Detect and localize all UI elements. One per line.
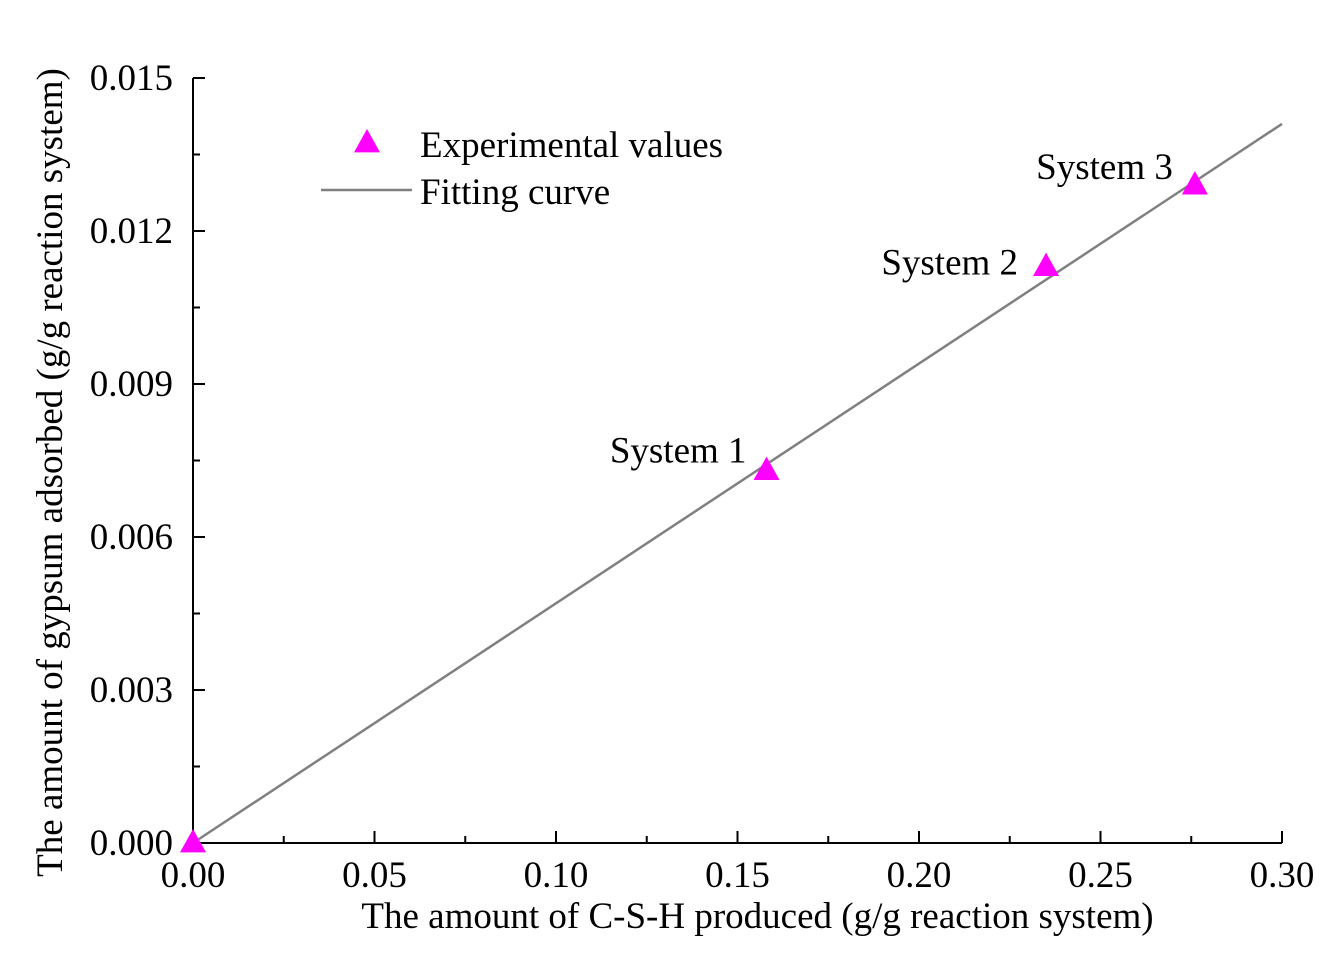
legend-triangle-marker — [354, 128, 380, 153]
fitting-curve-line — [192, 122, 1283, 845]
y-tick-label: 0.006 — [90, 517, 173, 558]
y-axis-ticks: 0.000 0.003 0.006 0.009 0.012 0.015 — [90, 58, 205, 864]
x-tick-label: 0.25 — [1068, 855, 1133, 896]
data-point-label: System 1 — [610, 431, 747, 472]
y-tick-label: 0.015 — [90, 58, 173, 99]
data-point-triangle — [180, 828, 206, 853]
y-tick-label: 0.009 — [90, 364, 173, 405]
x-tick-label: 0.30 — [1250, 855, 1315, 896]
y-tick-label: 0.012 — [90, 211, 173, 252]
x-tick-label: 0.20 — [887, 855, 952, 896]
x-axis-ticks: 0.00 0.05 0.10 0.15 0.20 0.25 0.30 — [161, 831, 1315, 896]
x-tick-label: 0.10 — [524, 855, 589, 896]
legend: Experimental values Fitting curve — [321, 125, 723, 213]
data-point-triangle — [1033, 252, 1060, 277]
legend-label-fitting: Fitting curve — [420, 172, 610, 213]
x-tick-label: 0.05 — [342, 855, 407, 896]
x-tick-label: 0.00 — [161, 855, 226, 896]
data-points — [180, 171, 1208, 853]
point-labels: System 1 System 2 System 3 — [610, 147, 1173, 472]
data-point-label: System 2 — [881, 243, 1018, 284]
data-point-triangle — [753, 456, 780, 481]
y-axis-title: The amount of gypsum adsorbed (g/g react… — [30, 68, 71, 877]
x-axis-title: The amount of C-S-H produced (g/g reacti… — [361, 896, 1153, 937]
y-tick-label: 0.000 — [90, 823, 173, 864]
y-tick-label: 0.003 — [90, 670, 173, 711]
data-point-label: System 3 — [1036, 147, 1173, 188]
data-point-triangle — [1181, 171, 1208, 195]
x-tick-label: 0.15 — [705, 855, 770, 896]
legend-label-experimental: Experimental values — [420, 125, 723, 166]
